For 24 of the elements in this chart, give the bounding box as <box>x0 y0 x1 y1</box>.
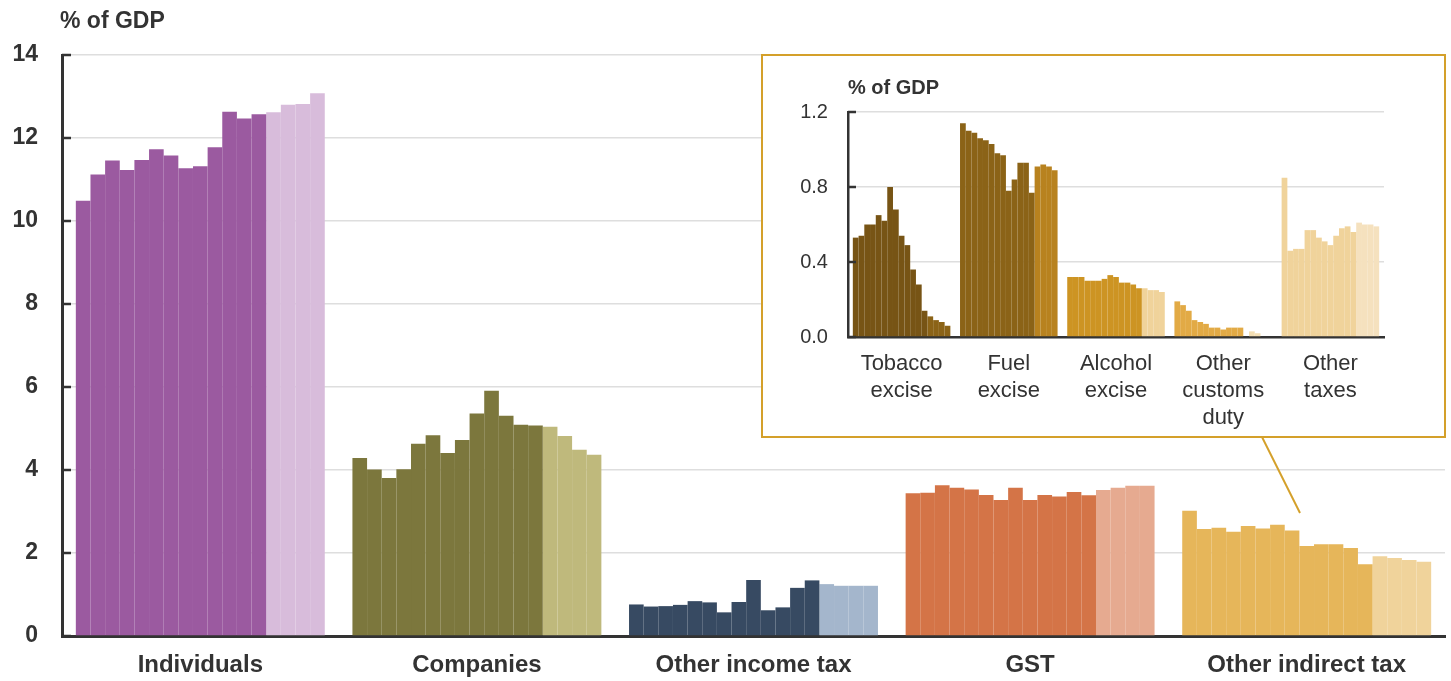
y-axis-title: % of GDP <box>60 7 165 34</box>
y-tick-label: 0.8 <box>800 174 828 197</box>
y-tick-label: 0.0 <box>800 324 828 347</box>
y-tick-label: 10 <box>12 206 38 233</box>
x-tick-label: Individuals <box>137 650 263 678</box>
x-tick-label: Alcohol excise <box>1079 350 1153 403</box>
y-tick-label: 8 <box>25 289 39 316</box>
x-tick-label: Other taxes <box>1302 350 1358 403</box>
y-tick-label: 6 <box>25 372 38 399</box>
x-tick-label: Tobacco excise <box>860 350 943 403</box>
y-tick-label: 0 <box>25 621 38 648</box>
x-tick-label: Other customs duty <box>1182 350 1265 430</box>
x-tick-label: Other income tax <box>655 650 853 678</box>
y-tick-label: 0.4 <box>800 249 828 272</box>
y-tick-label: 1.2 <box>800 99 828 122</box>
y-tick-label: 4 <box>25 455 39 482</box>
x-tick-label: Other indirect tax <box>1207 650 1407 678</box>
y-tick-label: 2 <box>25 538 38 565</box>
y-tick-label: 14 <box>12 40 39 67</box>
x-tick-label: Fuel excise <box>977 350 1040 403</box>
y-axis-title: % of GDP <box>848 75 940 98</box>
x-tick-label: Companies <box>412 650 542 678</box>
y-tick-label: 12 <box>12 123 38 150</box>
x-tick-label: GST <box>1005 650 1056 678</box>
